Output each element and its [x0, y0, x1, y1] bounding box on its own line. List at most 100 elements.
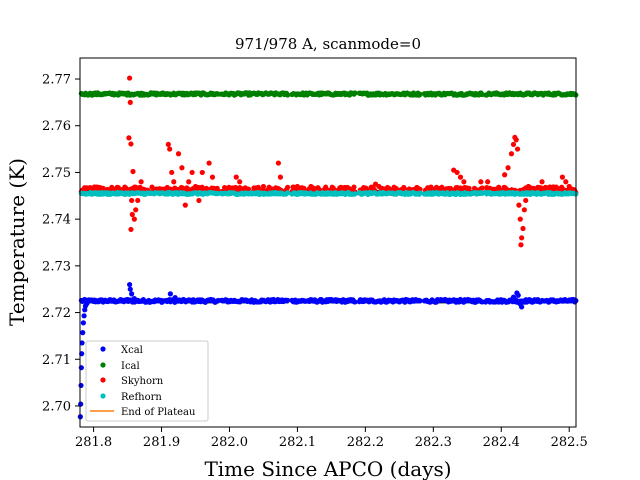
point-skyhorn	[133, 207, 139, 213]
point-skyhorn	[186, 179, 192, 185]
point-xcal	[129, 291, 135, 297]
point-skyhorn	[138, 179, 144, 185]
point-ical	[285, 92, 291, 98]
legend-label-skyhorn: Skyhorn	[121, 376, 164, 387]
point-xcal	[124, 296, 131, 303]
point-skyhorn	[508, 151, 515, 157]
point-xcal	[352, 299, 358, 305]
legend-marker-xcal	[100, 346, 106, 352]
point-skyhorn	[513, 137, 519, 143]
point-skyhorn	[192, 183, 199, 190]
point-refhorn	[285, 190, 291, 196]
y-tick-label: 2.71	[42, 353, 71, 368]
point-skyhorn	[525, 183, 532, 190]
legend-label-end-of-plateau: End of Plateau	[121, 407, 196, 418]
point-skyhorn	[129, 211, 135, 218]
point-skyhorn	[285, 184, 291, 190]
point-skyhorn	[519, 235, 525, 241]
y-tick-label: 2.74	[42, 213, 71, 228]
point-skyhorn	[275, 160, 281, 166]
x-tick-label: 282.3	[415, 435, 452, 450]
point-skyhorn	[517, 216, 523, 222]
point-skyhorn	[351, 184, 357, 190]
point-skyhorn	[505, 165, 511, 171]
y-tick-label: 2.72	[42, 306, 71, 321]
point-xcal	[78, 401, 84, 407]
point-refhorn	[417, 190, 423, 196]
point-skyhorn	[167, 146, 173, 152]
point-skyhorn	[457, 174, 464, 180]
point-skyhorn	[206, 160, 212, 166]
point-skyhorn	[171, 179, 177, 185]
point-skyhorn	[521, 207, 527, 213]
x-tick-label: 282.0	[211, 435, 248, 450]
point-refhorn	[352, 191, 358, 197]
legend-marker-skyhorn	[100, 377, 106, 383]
point-skyhorn	[566, 183, 572, 190]
x-tick-label: 281.9	[143, 435, 180, 450]
x-tick-label: 282.5	[551, 435, 588, 450]
point-skyhorn	[175, 151, 182, 157]
point-skyhorn	[559, 174, 566, 180]
point-skyhorn	[485, 179, 491, 185]
point-xcal	[127, 286, 133, 292]
point-skyhorn	[182, 202, 188, 208]
point-xcal	[131, 295, 137, 302]
point-skyhorn	[539, 179, 545, 185]
y-axis-label: Temperature (K)	[5, 158, 29, 326]
point-xcal	[285, 297, 291, 303]
x-tick-label: 281.8	[75, 435, 112, 450]
point-xcal	[167, 291, 173, 297]
point-skyhorn	[179, 165, 185, 171]
point-skyhorn	[502, 172, 508, 178]
point-skyhorn	[514, 146, 521, 152]
legend-label-xcal: Xcal	[121, 345, 143, 356]
plot-frame	[79, 57, 577, 428]
point-skyhorn	[454, 169, 460, 176]
point-skyhorn	[130, 168, 136, 175]
point-skyhorn	[563, 179, 569, 185]
point-skyhorn	[128, 226, 134, 233]
point-xcal	[510, 294, 517, 300]
point-skyhorn	[516, 202, 522, 208]
point-ical	[417, 91, 423, 97]
point-skyhorn	[199, 169, 205, 176]
chart-title: 971/978 A, scanmode=0	[235, 35, 421, 53]
point-skyhorn	[510, 141, 517, 148]
point-skyhorn	[376, 183, 382, 190]
y-tick-label: 2.76	[42, 119, 71, 134]
point-skyhorn	[209, 174, 216, 180]
point-skyhorn	[523, 197, 529, 204]
x-tick-label: 282.4	[483, 435, 520, 450]
point-xcal	[515, 292, 521, 298]
point-skyhorn	[169, 169, 175, 176]
point-skyhorn	[260, 183, 267, 190]
point-xcal	[519, 304, 525, 310]
point-skyhorn	[308, 183, 314, 190]
point-skyhorn	[189, 169, 195, 176]
point-skyhorn	[165, 141, 171, 148]
y-tick-label: 2.70	[42, 399, 71, 414]
point-ical	[352, 90, 358, 96]
data-points	[77, 75, 579, 420]
y-tick-label: 2.75	[42, 166, 71, 181]
legend-marker-refhorn	[100, 393, 106, 399]
point-xcal	[80, 320, 86, 326]
x-axis-ticks: 281.8 281.9 282.0 282.1 282.2 282.3 282.4 282.5	[75, 427, 588, 450]
point-xcal	[81, 313, 87, 319]
legend-box	[85, 340, 209, 422]
point-xcal	[417, 298, 423, 304]
point-skyhorn	[478, 179, 484, 185]
y-axis-ticks: 2.70 2.71 2.72 2.73 2.74 2.75 2.76 2.77	[42, 73, 80, 414]
point-skyhorn	[128, 141, 134, 147]
y-tick-label: 2.77	[42, 73, 71, 88]
point-xcal	[79, 340, 85, 346]
point-skyhorn	[135, 197, 141, 204]
point-skyhorn	[237, 179, 243, 185]
legend-label-refhorn: Refhorn	[121, 392, 162, 403]
x-tick-label: 282.2	[347, 435, 384, 450]
point-xcal	[80, 330, 86, 336]
point-skyhorn	[520, 225, 526, 232]
point-skyhorn	[233, 174, 239, 180]
